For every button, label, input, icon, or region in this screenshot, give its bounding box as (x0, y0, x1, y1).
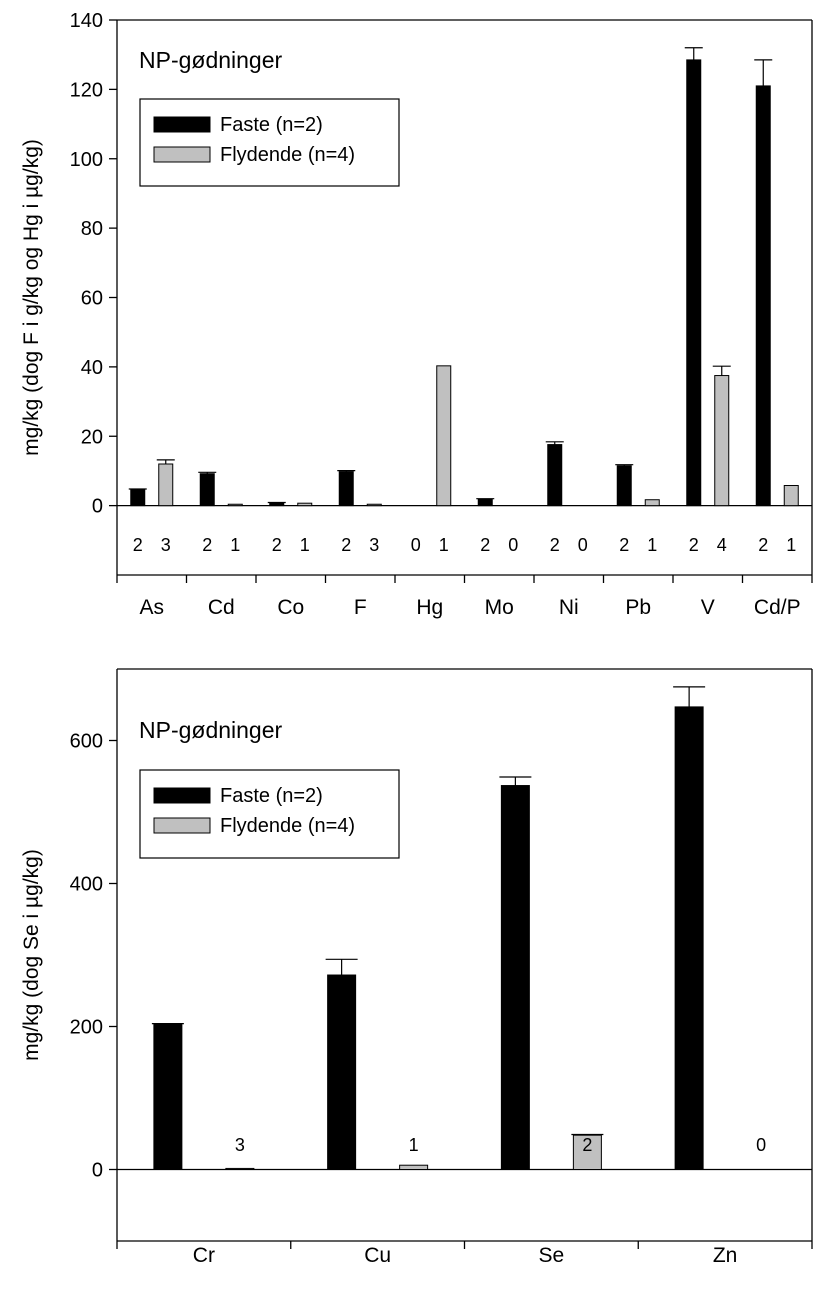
y-tick-label: 100 (70, 149, 103, 171)
y-tick-label: 0 (92, 1160, 103, 1182)
sample-count-label: 2 (341, 535, 351, 555)
bar-flydende (297, 502, 313, 507)
category-label: As (139, 596, 164, 619)
sample-count-label: 3 (161, 535, 171, 555)
sample-count-label: 2 (619, 535, 629, 555)
category-label: Pb (625, 596, 651, 619)
sample-count-label: 2 (202, 535, 212, 555)
y-tick-label: 0 (92, 496, 103, 518)
category-label: Cr (193, 1244, 215, 1267)
y-tick-label: 200 (70, 1017, 103, 1039)
legend-swatch-flydende (153, 146, 211, 163)
legend-box (139, 769, 400, 859)
y-axis-title: mg/kg (dog F i g/kg og Hg i µg/kg) (20, 139, 43, 456)
sample-count-label: 1 (230, 535, 240, 555)
chart-title: NP-gødninger (139, 717, 283, 743)
legend-swatch-faste (153, 787, 211, 804)
sample-count-label: 3 (235, 1135, 245, 1155)
sample-count-label: 2 (550, 535, 560, 555)
y-tick-label: 140 (70, 10, 103, 32)
bar-flydende (436, 365, 452, 507)
sample-count-label: 3 (369, 535, 379, 555)
sample-count-label: 2 (684, 1135, 694, 1155)
sample-count-label: 2 (758, 535, 768, 555)
bar-faste (674, 706, 704, 1171)
bar-faste (327, 974, 357, 1170)
sample-count-label: 0 (411, 535, 421, 555)
sample-count-label: 1 (439, 535, 449, 555)
bar-flydende (572, 1134, 602, 1170)
category-label: Cu (364, 1244, 391, 1267)
bar-flydende (158, 463, 174, 507)
bar-faste (269, 502, 285, 507)
bar-faste (547, 444, 563, 507)
bar-faste (686, 59, 702, 507)
bar-flydende (225, 1167, 255, 1170)
sample-count-label: 1 (409, 1135, 419, 1155)
sample-count-label: 2 (163, 1135, 173, 1155)
bar-flydende (227, 503, 243, 507)
category-label: Se (539, 1244, 565, 1267)
category-label: Hg (416, 596, 443, 619)
sample-count-label: 1 (300, 535, 310, 555)
bar-faste (616, 465, 632, 507)
bar-flydende (783, 485, 799, 507)
category-label: Co (277, 596, 304, 619)
y-tick-label: 400 (70, 874, 103, 896)
category-label: Mo (485, 596, 514, 619)
sample-count-label: 0 (578, 535, 588, 555)
sample-count-label: 2 (582, 1135, 592, 1155)
bar-faste (500, 785, 530, 1170)
sample-count-label: 0 (508, 535, 518, 555)
bar-faste (477, 498, 493, 507)
sample-count-label: 4 (717, 535, 727, 555)
y-axis-title: mg/kg (dog Se i µg/kg) (20, 849, 43, 1061)
sample-count-label: 2 (480, 535, 490, 555)
category-label: F (354, 596, 367, 619)
chart-bottom: 0 200 400 600 Cr Cu Se Zn 2 2 2 2 3 1 2 0 mg/kg (dog Se … (20, 668, 813, 1267)
category-label: Cd (208, 596, 235, 619)
bar-flydende (644, 499, 660, 507)
bar-flydende (366, 503, 382, 507)
legend-box (139, 98, 400, 187)
category-label: Ni (559, 596, 579, 619)
bar-faste (130, 489, 146, 507)
bar-faste (153, 1023, 183, 1171)
sample-count-label: 2 (510, 1135, 520, 1155)
y-tick-label: 600 (70, 731, 103, 753)
legend: Faste (n=2) Flydende (n=4) (139, 98, 400, 187)
bar-faste (338, 471, 354, 507)
legend-swatch-flydende (153, 817, 211, 834)
chart-title: NP-gødninger (139, 47, 283, 73)
y-tick-label: 20 (81, 426, 103, 448)
category-label: Cd/P (754, 596, 801, 619)
sample-count-label: 0 (756, 1135, 766, 1155)
bar-flydende (714, 375, 730, 507)
legend-label: Flydende (n=4) (220, 815, 355, 837)
legend-swatch-faste (153, 116, 211, 133)
y-tick-label: 60 (81, 288, 103, 310)
legend: Faste (n=2) Flydende (n=4) (139, 769, 400, 859)
y-tick-label: 80 (81, 218, 103, 240)
bar-flydende (399, 1164, 429, 1171)
sample-count-label: 1 (647, 535, 657, 555)
bar-faste (199, 473, 215, 507)
sample-count-label: 2 (133, 535, 143, 555)
legend-label: Faste (n=2) (220, 114, 323, 136)
category-label: Zn (713, 1244, 738, 1267)
legend-label: Faste (n=2) (220, 785, 323, 807)
category-label: V (701, 596, 715, 619)
bar-faste (755, 85, 771, 507)
y-tick-label: 120 (70, 79, 103, 101)
sample-count-label: 2 (689, 535, 699, 555)
sample-count-label: 1 (786, 535, 796, 555)
sample-count-label: 2 (272, 535, 282, 555)
sample-count-label: 2 (337, 1135, 347, 1155)
legend-label: Flydende (n=4) (220, 144, 355, 166)
y-tick-label: 40 (81, 357, 103, 379)
